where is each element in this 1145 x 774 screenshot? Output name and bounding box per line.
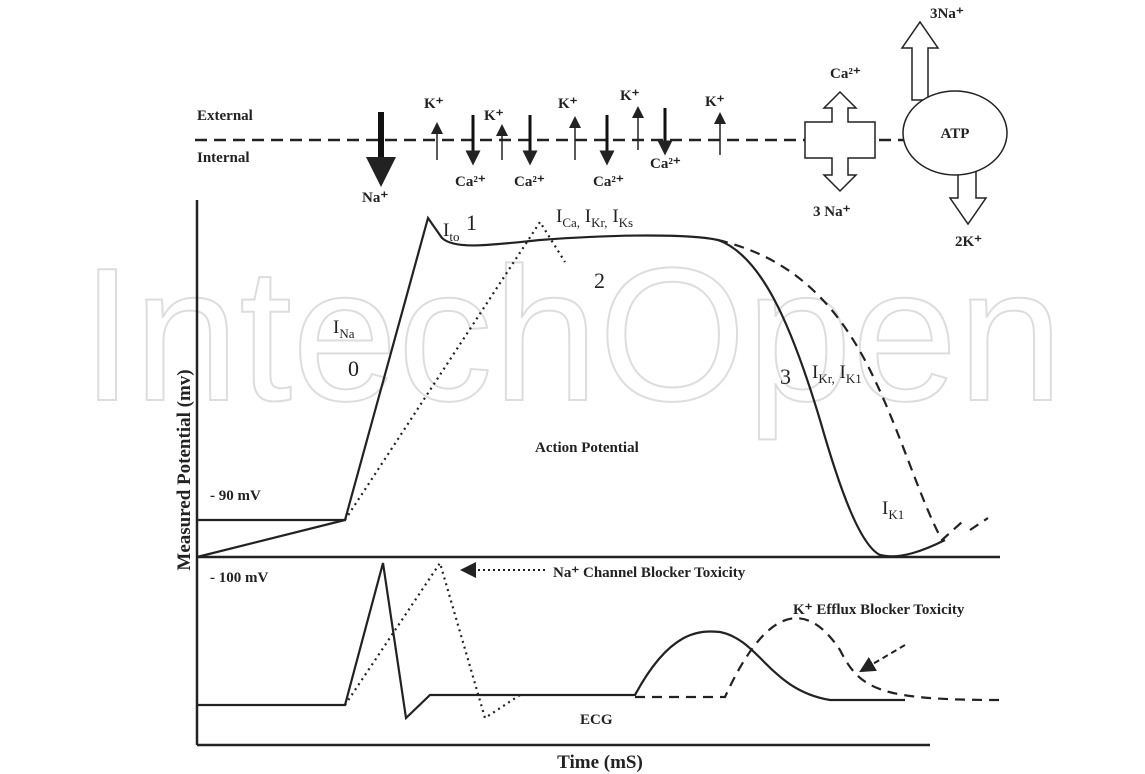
current-symbol: I: [835, 362, 846, 383]
current-symbol: I: [608, 206, 619, 227]
pump-label: ATP: [941, 126, 970, 142]
pump-arrow-up: [900, 20, 940, 101]
current-label: IK1: [882, 498, 904, 522]
annotation: Action Potential: [535, 440, 639, 456]
ion-label: K⁺: [484, 108, 504, 124]
x-axis-label: Time (mS): [557, 752, 643, 773]
ap-prolonged: [717, 238, 989, 542]
phase-label: 3: [780, 364, 791, 389]
annotation: - 100 mV: [210, 570, 268, 586]
ion-label: Na⁺: [362, 190, 388, 206]
exchanger: [804, 90, 876, 193]
current-symbol: I: [333, 317, 339, 338]
ion-label: Ca²⁺: [593, 174, 624, 190]
exchanger-bottom: 3 Na⁺: [813, 204, 851, 220]
ion-label: Ca²⁺: [514, 174, 545, 190]
current-label: IKr, IK1: [812, 362, 862, 386]
y-axis-label: Measured Potential (mv): [174, 369, 195, 570]
annotation: Na⁺ Channel Blocker Toxicity: [553, 565, 746, 581]
subscript: K1: [888, 507, 904, 522]
current-symbol: I: [882, 498, 888, 519]
axes: [195, 200, 1000, 747]
ion-label: K⁺: [620, 88, 640, 104]
ion-label: K⁺: [558, 96, 578, 112]
subscript: to: [449, 229, 459, 244]
subscript: Ks: [619, 215, 633, 230]
current-label: ICa, IKr, IKs: [556, 206, 633, 230]
annotation: K⁺ Efflux Blocker Toxicity: [793, 602, 965, 618]
subscript: Kr,: [591, 215, 607, 230]
internal-label: Internal: [197, 150, 250, 166]
current-label: Ito: [443, 220, 459, 244]
ap-foot: [196, 518, 346, 559]
subscript: Kr,: [818, 371, 834, 386]
current-symbol: I: [556, 206, 562, 227]
pump-top: 3Na⁺: [930, 6, 964, 22]
annotation: - 90 mV: [210, 488, 261, 504]
ion-label: K⁺: [424, 96, 444, 112]
watermark: IntechOpen: [81, 229, 1063, 441]
ion-label: Ca²⁺: [455, 174, 486, 190]
pump-arrow-down: [948, 167, 988, 226]
subscript: Ca,: [562, 215, 580, 230]
ion-arrows: [366, 106, 726, 187]
phase-label: 0: [348, 356, 359, 381]
exchanger-top: Ca²⁺: [830, 66, 861, 82]
external-label: External: [197, 108, 253, 124]
current-symbol: I: [812, 362, 818, 383]
subscript: Na: [339, 326, 354, 341]
subscript: K1: [846, 371, 862, 386]
action-potential: [197, 215, 946, 558]
ecg: [197, 562, 905, 721]
current-symbol: I: [443, 220, 449, 241]
ecg-k-block: [635, 617, 1001, 702]
pump-bottom: 2K⁺: [955, 234, 982, 250]
current-symbol: I: [580, 206, 591, 227]
ion-label: Ca²⁺: [650, 156, 681, 172]
ion-label: K⁺: [705, 94, 725, 110]
annotation: ECG: [580, 712, 613, 728]
phase-label: 2: [594, 268, 605, 293]
ecg-na-block: [344, 560, 521, 720]
current-label: INa: [333, 317, 355, 341]
pointer: [859, 644, 906, 673]
phase-label: 1: [466, 210, 477, 235]
pump: [902, 90, 1008, 176]
